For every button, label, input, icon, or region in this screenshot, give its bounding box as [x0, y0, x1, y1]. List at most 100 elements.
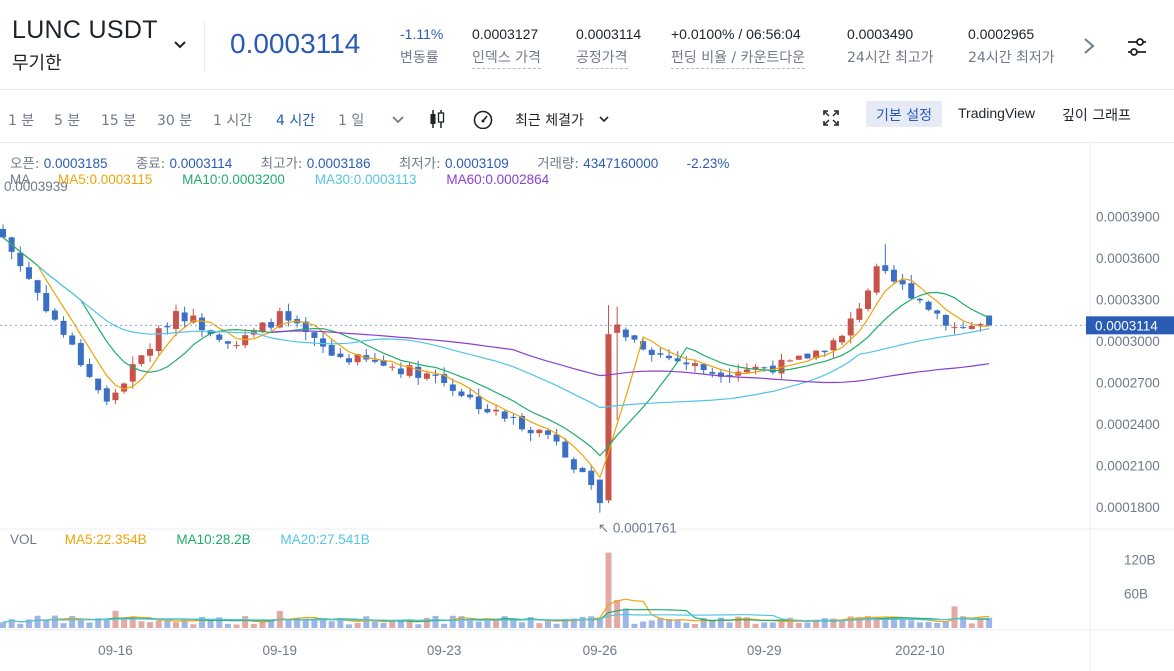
candle-body [925, 301, 932, 310]
volume-bar [190, 624, 197, 628]
volume-bar [640, 621, 647, 628]
volume-bar [147, 622, 154, 628]
candle-body [397, 368, 404, 375]
candle-body [441, 373, 448, 383]
symbol-name: LUNC USDT [12, 16, 158, 44]
volume-bar [536, 623, 543, 628]
volume-bar [467, 619, 474, 628]
candle-body [493, 409, 500, 412]
volume-bar [294, 618, 301, 628]
view-tradingview-tab[interactable]: TradingView [958, 105, 1036, 121]
volume-bar [43, 620, 50, 628]
candle-body [614, 324, 621, 333]
volume-bar [233, 624, 240, 628]
volume-bar [544, 619, 551, 628]
volume-bar [449, 615, 456, 628]
stat-index-price-label[interactable]: 인덱스 가격 [472, 47, 541, 69]
price-type-selector[interactable]: 최근 체결가 [515, 113, 584, 129]
timeframe-15m[interactable]: 15 분 [101, 113, 137, 129]
chevron-down-icon [599, 116, 609, 123]
volume-bar [657, 617, 664, 628]
ma10-line [2, 236, 990, 457]
candle-body [181, 312, 188, 322]
timeframe-5m[interactable]: 5 분 [54, 113, 81, 129]
stat-mark-price-label[interactable]: 공정가격 [576, 47, 628, 69]
time-tick-label: 2022-10 [895, 643, 945, 658]
volume-bar [259, 621, 266, 628]
volume-bar [242, 616, 249, 628]
candle-body [648, 349, 655, 355]
timeframe-1h[interactable]: 1 시간 [213, 113, 253, 129]
gauge-icon[interactable] [472, 109, 494, 129]
vol-ma10-value: MA10:28.2B [176, 532, 251, 547]
volume-bar [527, 617, 534, 628]
chevron-down-icon[interactable] [390, 111, 406, 127]
candle-body [103, 388, 110, 402]
price-chart[interactable]: 0.0003900 0.0003600 0.0003300 0.0003000 0.00… [0, 143, 1174, 671]
candle-body [129, 364, 136, 382]
stat-funding-label[interactable]: 펀딩 비율 / 카운트다운 [671, 47, 805, 69]
candle-body [666, 355, 673, 359]
candle-body [242, 335, 249, 346]
volume-bar [138, 621, 145, 628]
candle-body [865, 290, 871, 309]
volume-bar [951, 606, 958, 628]
volume-tick-label: 60B [1124, 587, 1148, 602]
sliders-icon[interactable] [1125, 36, 1149, 58]
volume-bar [865, 616, 871, 628]
volume-bar [726, 622, 733, 628]
ma60-value: MA60:0.0002864 [446, 172, 550, 187]
chevron-right-icon[interactable] [1080, 36, 1098, 56]
volume-value: 4347160000 [583, 156, 659, 171]
view-basic-tab[interactable]: 기본 설정 [866, 101, 942, 127]
volume-bar [743, 617, 750, 628]
candlestick-icon[interactable] [428, 108, 446, 130]
timeframe-30m[interactable]: 30 분 [157, 113, 193, 129]
stat-change: -1.11% 변동률 [400, 26, 443, 67]
open-value: 0.0003185 [43, 156, 108, 171]
candle-body [380, 360, 387, 366]
symbol-selector[interactable]: LUNC USDT 무기한 [12, 16, 202, 76]
volume-bar [830, 618, 837, 628]
candle-body [605, 334, 612, 501]
candle-body [934, 310, 941, 314]
candle-body [449, 384, 456, 391]
timeframe-1d[interactable]: 1 일 [338, 113, 365, 129]
last-price-tag [1086, 316, 1174, 335]
candle-body [190, 315, 197, 323]
volume-bar [224, 623, 231, 628]
chart-canvas[interactable]: 0.00039000.00036000.00033000.00030000.00… [0, 143, 1174, 671]
stat-24h-high: 0.0003490 24시간 최고가 [847, 26, 934, 67]
candle-body [337, 353, 344, 357]
candle-body [354, 354, 361, 363]
stat-24h-high-label: 24시간 최고가 [847, 50, 934, 66]
timeframe-1m[interactable]: 1 분 [8, 113, 35, 129]
timeframe-4h[interactable]: 4 시간 [276, 113, 316, 129]
volume-bar [86, 622, 93, 628]
volume-bar [787, 617, 794, 628]
ma60-line [271, 330, 990, 384]
candle-body [77, 343, 84, 366]
fullscreen-icon[interactable] [822, 109, 840, 127]
volume-bar [614, 600, 621, 628]
candle-body [320, 338, 327, 347]
stat-mark-price-value: 0.0003114 [576, 26, 642, 42]
volume-bar [320, 619, 327, 628]
view-depth-tab[interactable]: 깊이 그래프 [1062, 108, 1131, 124]
volume-bar [986, 617, 993, 628]
time-tick-label: 09-19 [263, 643, 298, 658]
high-value: 0.0003186 [306, 156, 371, 171]
candle-body [579, 468, 586, 473]
volume-bar [804, 622, 811, 628]
candle-body [761, 367, 768, 369]
volume-bar [337, 618, 344, 628]
stat-24h-low: 0.0002965 24시간 최저가 [968, 26, 1055, 67]
volume-bar [692, 623, 698, 628]
candle-body [986, 315, 993, 326]
candle-body [977, 324, 984, 326]
candle-body [787, 360, 794, 362]
candle-body [804, 353, 811, 359]
last-price-tag-label: 0.0003114 [1095, 318, 1158, 333]
candle-body [233, 345, 240, 347]
header-divider [204, 22, 205, 72]
